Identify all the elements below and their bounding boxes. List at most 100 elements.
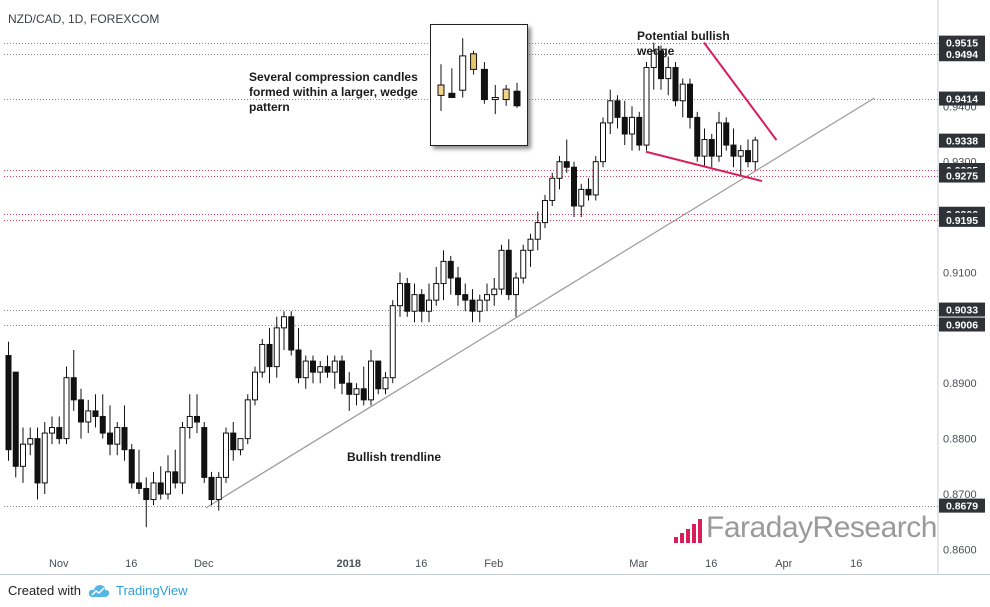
- compression-inset: [430, 24, 528, 146]
- candle-body: [368, 360, 374, 401]
- candle-body: [157, 482, 164, 495]
- candle-body: [716, 122, 722, 157]
- candle-body: [179, 427, 186, 484]
- inset-candle-body: [480, 68, 488, 101]
- candle-body: [687, 83, 693, 118]
- candle-body: [629, 116, 635, 135]
- y-tick-label: 0.8700: [943, 489, 977, 501]
- inset-candle-body: [459, 55, 467, 91]
- candle-body: [201, 427, 208, 478]
- wedge-upper-line: [703, 42, 778, 141]
- candle-body: [636, 116, 643, 146]
- price-badge-label: 0.8679: [946, 501, 978, 513]
- logo-bar-4: [692, 524, 696, 543]
- candle-body: [614, 100, 621, 118]
- x-tick-label: 16: [705, 558, 717, 570]
- candle-body: [418, 294, 425, 312]
- price-chart: Nov 16 Dec 2018 16 Feb Mar 16 Apr 160.86000.87000…: [4, 0, 985, 575]
- candle-body: [455, 277, 461, 296]
- logo-bar-3: [686, 529, 690, 543]
- inset-candle-body: [437, 84, 445, 96]
- candle-body: [317, 366, 324, 373]
- candle-body: [745, 150, 751, 163]
- tradingview-link[interactable]: TradingView: [116, 583, 188, 598]
- price-badge: [939, 302, 985, 317]
- candle-body: [643, 67, 650, 146]
- candle-body: [433, 283, 440, 301]
- inset-candle-body: [502, 88, 510, 101]
- wedge-annotation: Potential bullish wedge: [637, 29, 730, 58]
- candle-body: [49, 427, 55, 434]
- candle-body: [5, 355, 12, 451]
- footer: Created with TradingView: [0, 575, 990, 607]
- candle-body: [150, 482, 157, 501]
- candle-body: [143, 487, 150, 501]
- candle-body: [585, 188, 592, 196]
- price-badge: [939, 35, 985, 50]
- candle-body: [723, 122, 730, 146]
- x-tick-label: 16: [415, 558, 427, 570]
- candle-body: [252, 371, 258, 401]
- candle-body: [324, 366, 331, 373]
- price-badge-label: 0.9515: [946, 38, 978, 50]
- created-with-text: Created with: [8, 583, 81, 598]
- candle-body: [63, 377, 70, 440]
- candle-body: [353, 388, 360, 395]
- candle-body: [484, 294, 490, 301]
- candle-body: [375, 360, 382, 390]
- candle-body: [208, 476, 215, 501]
- candle-body: [672, 67, 679, 102]
- price-badge: [939, 317, 985, 332]
- candle-body: [621, 116, 628, 135]
- candle-body: [389, 305, 396, 379]
- price-badge-label: 0.9494: [946, 49, 978, 61]
- price-badge-label: 0.9338: [946, 136, 978, 148]
- candle-body: [447, 260, 454, 279]
- x-tick-label: 16: [850, 558, 862, 570]
- candle-body: [266, 343, 273, 368]
- candle-body: [230, 432, 237, 451]
- x-tick-label: Nov: [49, 558, 69, 570]
- compression-annotation: Several compression candles formed withi…: [249, 70, 418, 114]
- price-badge: [939, 47, 985, 62]
- candle-body: [462, 294, 469, 301]
- logo-bar-2: [680, 533, 684, 543]
- candle-body: [107, 432, 113, 445]
- candle-body: [708, 139, 715, 157]
- inset-candle-body: [491, 96, 499, 101]
- candle-body: [679, 83, 686, 102]
- candle-body: [92, 410, 99, 417]
- candle-body: [281, 316, 287, 329]
- candle-body: [665, 67, 672, 80]
- bullish-trendline: [205, 97, 875, 509]
- candle-body: [78, 399, 84, 423]
- x-tick-label: Mar: [629, 558, 648, 570]
- candle-body: [426, 299, 432, 312]
- candle-body: [476, 299, 483, 312]
- price-badge-label: 0.9006: [946, 320, 978, 332]
- candle-body: [382, 377, 389, 390]
- candle-body: [578, 188, 585, 207]
- candle-body: [737, 150, 744, 157]
- candle-body: [440, 260, 447, 285]
- candle-body: [165, 471, 171, 495]
- candle-body: [498, 249, 505, 290]
- y-tick-label: 0.8800: [943, 434, 977, 446]
- price-badge-label: 0.9033: [946, 305, 978, 317]
- candle-body: [259, 343, 266, 373]
- candle-body: [136, 482, 142, 489]
- candle-body: [513, 277, 519, 296]
- candle-body: [527, 238, 534, 251]
- price-badge-label: 0.9195: [946, 215, 978, 227]
- candle-body: [592, 161, 599, 196]
- candle-body: [128, 449, 135, 484]
- candle-body: [346, 382, 353, 395]
- price-badge: [939, 133, 985, 148]
- candle-body: [339, 360, 345, 384]
- candle-body: [563, 161, 570, 168]
- candle-body: [310, 360, 316, 373]
- candle-body: [70, 377, 77, 401]
- candle-body: [20, 443, 26, 467]
- candle-body: [12, 371, 19, 467]
- x-tick-label: Dec: [194, 558, 214, 570]
